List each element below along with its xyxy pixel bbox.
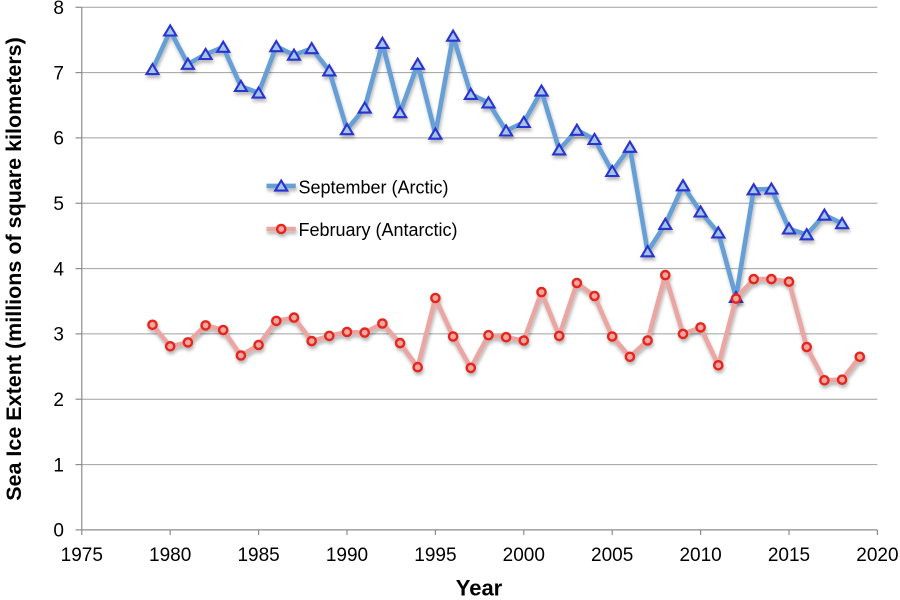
svg-text:Year: Year <box>456 576 503 600</box>
svg-text:1980: 1980 <box>149 545 191 566</box>
svg-text:1990: 1990 <box>326 545 368 566</box>
svg-text:2020: 2020 <box>856 545 898 566</box>
svg-text:0: 0 <box>53 521 64 542</box>
svg-text:8: 8 <box>53 0 64 19</box>
svg-text:September (Arctic): September (Arctic) <box>299 177 449 197</box>
svg-text:6: 6 <box>53 129 64 150</box>
svg-text:2010: 2010 <box>679 545 721 566</box>
svg-text:1995: 1995 <box>414 545 456 566</box>
svg-text:4: 4 <box>53 259 64 280</box>
svg-text:2005: 2005 <box>591 545 633 566</box>
svg-text:February (Antarctic): February (Antarctic) <box>299 220 458 240</box>
svg-text:7: 7 <box>53 63 64 84</box>
svg-text:Sea Ice Extent (millions of sq: Sea Ice Extent (millions of square kilom… <box>2 37 26 501</box>
svg-text:2015: 2015 <box>768 545 810 566</box>
svg-text:1975: 1975 <box>61 545 103 566</box>
svg-text:5: 5 <box>53 194 64 215</box>
svg-text:3: 3 <box>53 325 64 346</box>
svg-text:1: 1 <box>53 455 64 476</box>
svg-text:2000: 2000 <box>503 545 545 566</box>
svg-text:1985: 1985 <box>237 545 279 566</box>
svg-text:2: 2 <box>53 390 64 411</box>
